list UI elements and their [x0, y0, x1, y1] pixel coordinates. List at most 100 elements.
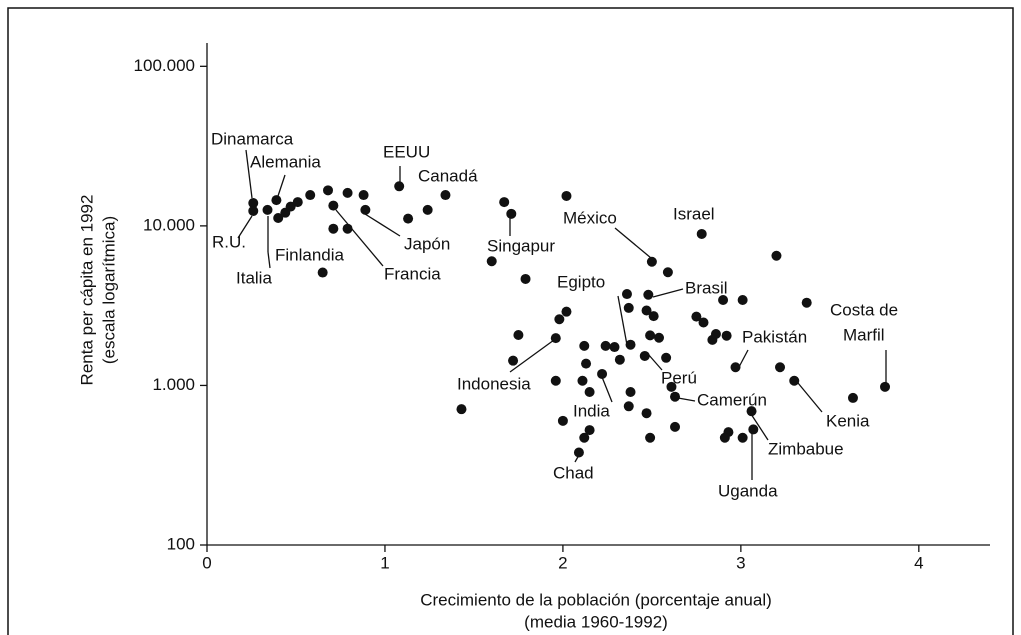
- point: [666, 381, 677, 392]
- leader: [614, 227, 652, 259]
- point: [561, 190, 572, 201]
- leader: [617, 295, 628, 346]
- point: [557, 415, 568, 426]
- leader: [364, 213, 401, 237]
- point: [550, 333, 561, 344]
- y-tick-label: 10.000: [143, 215, 195, 234]
- point: [614, 354, 625, 365]
- point: [789, 375, 800, 386]
- x-tick-label: 3: [736, 553, 745, 572]
- point: [670, 421, 681, 432]
- point: [506, 208, 517, 219]
- point: [305, 190, 316, 201]
- point: [271, 195, 282, 206]
- y-tick-label: 1.000: [152, 375, 195, 394]
- annotation: Costa de: [830, 300, 898, 319]
- point: [360, 204, 371, 215]
- point: [581, 358, 592, 369]
- leader-lines: [237, 149, 887, 480]
- leader: [797, 382, 823, 413]
- annotation: Kenia: [826, 411, 870, 430]
- point: [554, 314, 565, 325]
- point: [285, 201, 296, 212]
- point: [643, 289, 654, 300]
- point: [748, 424, 759, 435]
- point: [499, 197, 510, 208]
- point: [641, 408, 652, 419]
- point: [513, 330, 524, 341]
- point: [621, 289, 632, 300]
- point: [645, 330, 656, 341]
- point: [847, 392, 858, 403]
- y-label: (escala logarítmica): [99, 216, 118, 364]
- point: [880, 381, 891, 392]
- point: [262, 204, 273, 215]
- leader: [601, 376, 613, 403]
- annotation: Pakistán: [742, 327, 807, 346]
- annotation: Chad: [553, 463, 594, 482]
- annotation: Alemania: [250, 152, 321, 171]
- point: [654, 332, 665, 343]
- point: [609, 342, 620, 353]
- point: [422, 204, 433, 215]
- annotation: Marfil: [843, 325, 885, 344]
- y-label: Renta per cápita en 1992: [77, 195, 96, 386]
- annotation: EEUU: [383, 142, 430, 161]
- annotation: Perú: [661, 368, 697, 387]
- annotation: Italia: [236, 268, 272, 287]
- point: [775, 362, 786, 373]
- point: [342, 187, 353, 198]
- y-tick-label: 100: [167, 534, 195, 553]
- leader: [277, 174, 286, 197]
- annotation: India: [573, 401, 610, 420]
- point: [670, 391, 681, 402]
- annotation: México: [563, 208, 617, 227]
- x-label: (media 1960-1992): [524, 612, 668, 631]
- point: [403, 213, 414, 224]
- leader: [509, 339, 555, 373]
- point: [561, 306, 572, 317]
- point: [698, 317, 709, 328]
- leader: [335, 209, 384, 267]
- point: [623, 302, 634, 313]
- point: [600, 340, 611, 351]
- point: [273, 213, 284, 224]
- leader: [677, 397, 696, 402]
- x-tick-label: 2: [558, 553, 567, 572]
- point: [577, 375, 588, 386]
- point: [730, 362, 741, 373]
- point: [661, 352, 672, 363]
- point: [625, 386, 636, 397]
- point: [358, 190, 369, 201]
- point: [625, 339, 636, 350]
- point: [328, 223, 339, 234]
- point: [597, 368, 608, 379]
- x-tick-label: 4: [914, 553, 923, 572]
- point: [486, 256, 497, 267]
- point: [342, 223, 353, 234]
- point: [639, 350, 650, 361]
- annotation: Indonesia: [457, 374, 531, 393]
- point: [550, 375, 561, 386]
- frame: [7, 7, 1014, 635]
- annotation: Singapur: [487, 236, 555, 255]
- point: [623, 401, 634, 412]
- point: [641, 305, 652, 316]
- point: [721, 330, 732, 341]
- leader: [245, 149, 253, 199]
- point: [584, 425, 595, 436]
- point: [520, 273, 531, 284]
- leader: [267, 251, 271, 269]
- point: [248, 205, 259, 216]
- point: [248, 198, 259, 209]
- point: [456, 404, 467, 415]
- point: [328, 200, 339, 211]
- point: [691, 311, 702, 322]
- point: [317, 267, 328, 278]
- x-label: Crecimiento de la población (porcentaje …: [420, 590, 772, 609]
- point: [292, 197, 303, 208]
- point: [508, 355, 519, 366]
- annotation: Israel: [673, 204, 715, 223]
- point: [737, 295, 748, 306]
